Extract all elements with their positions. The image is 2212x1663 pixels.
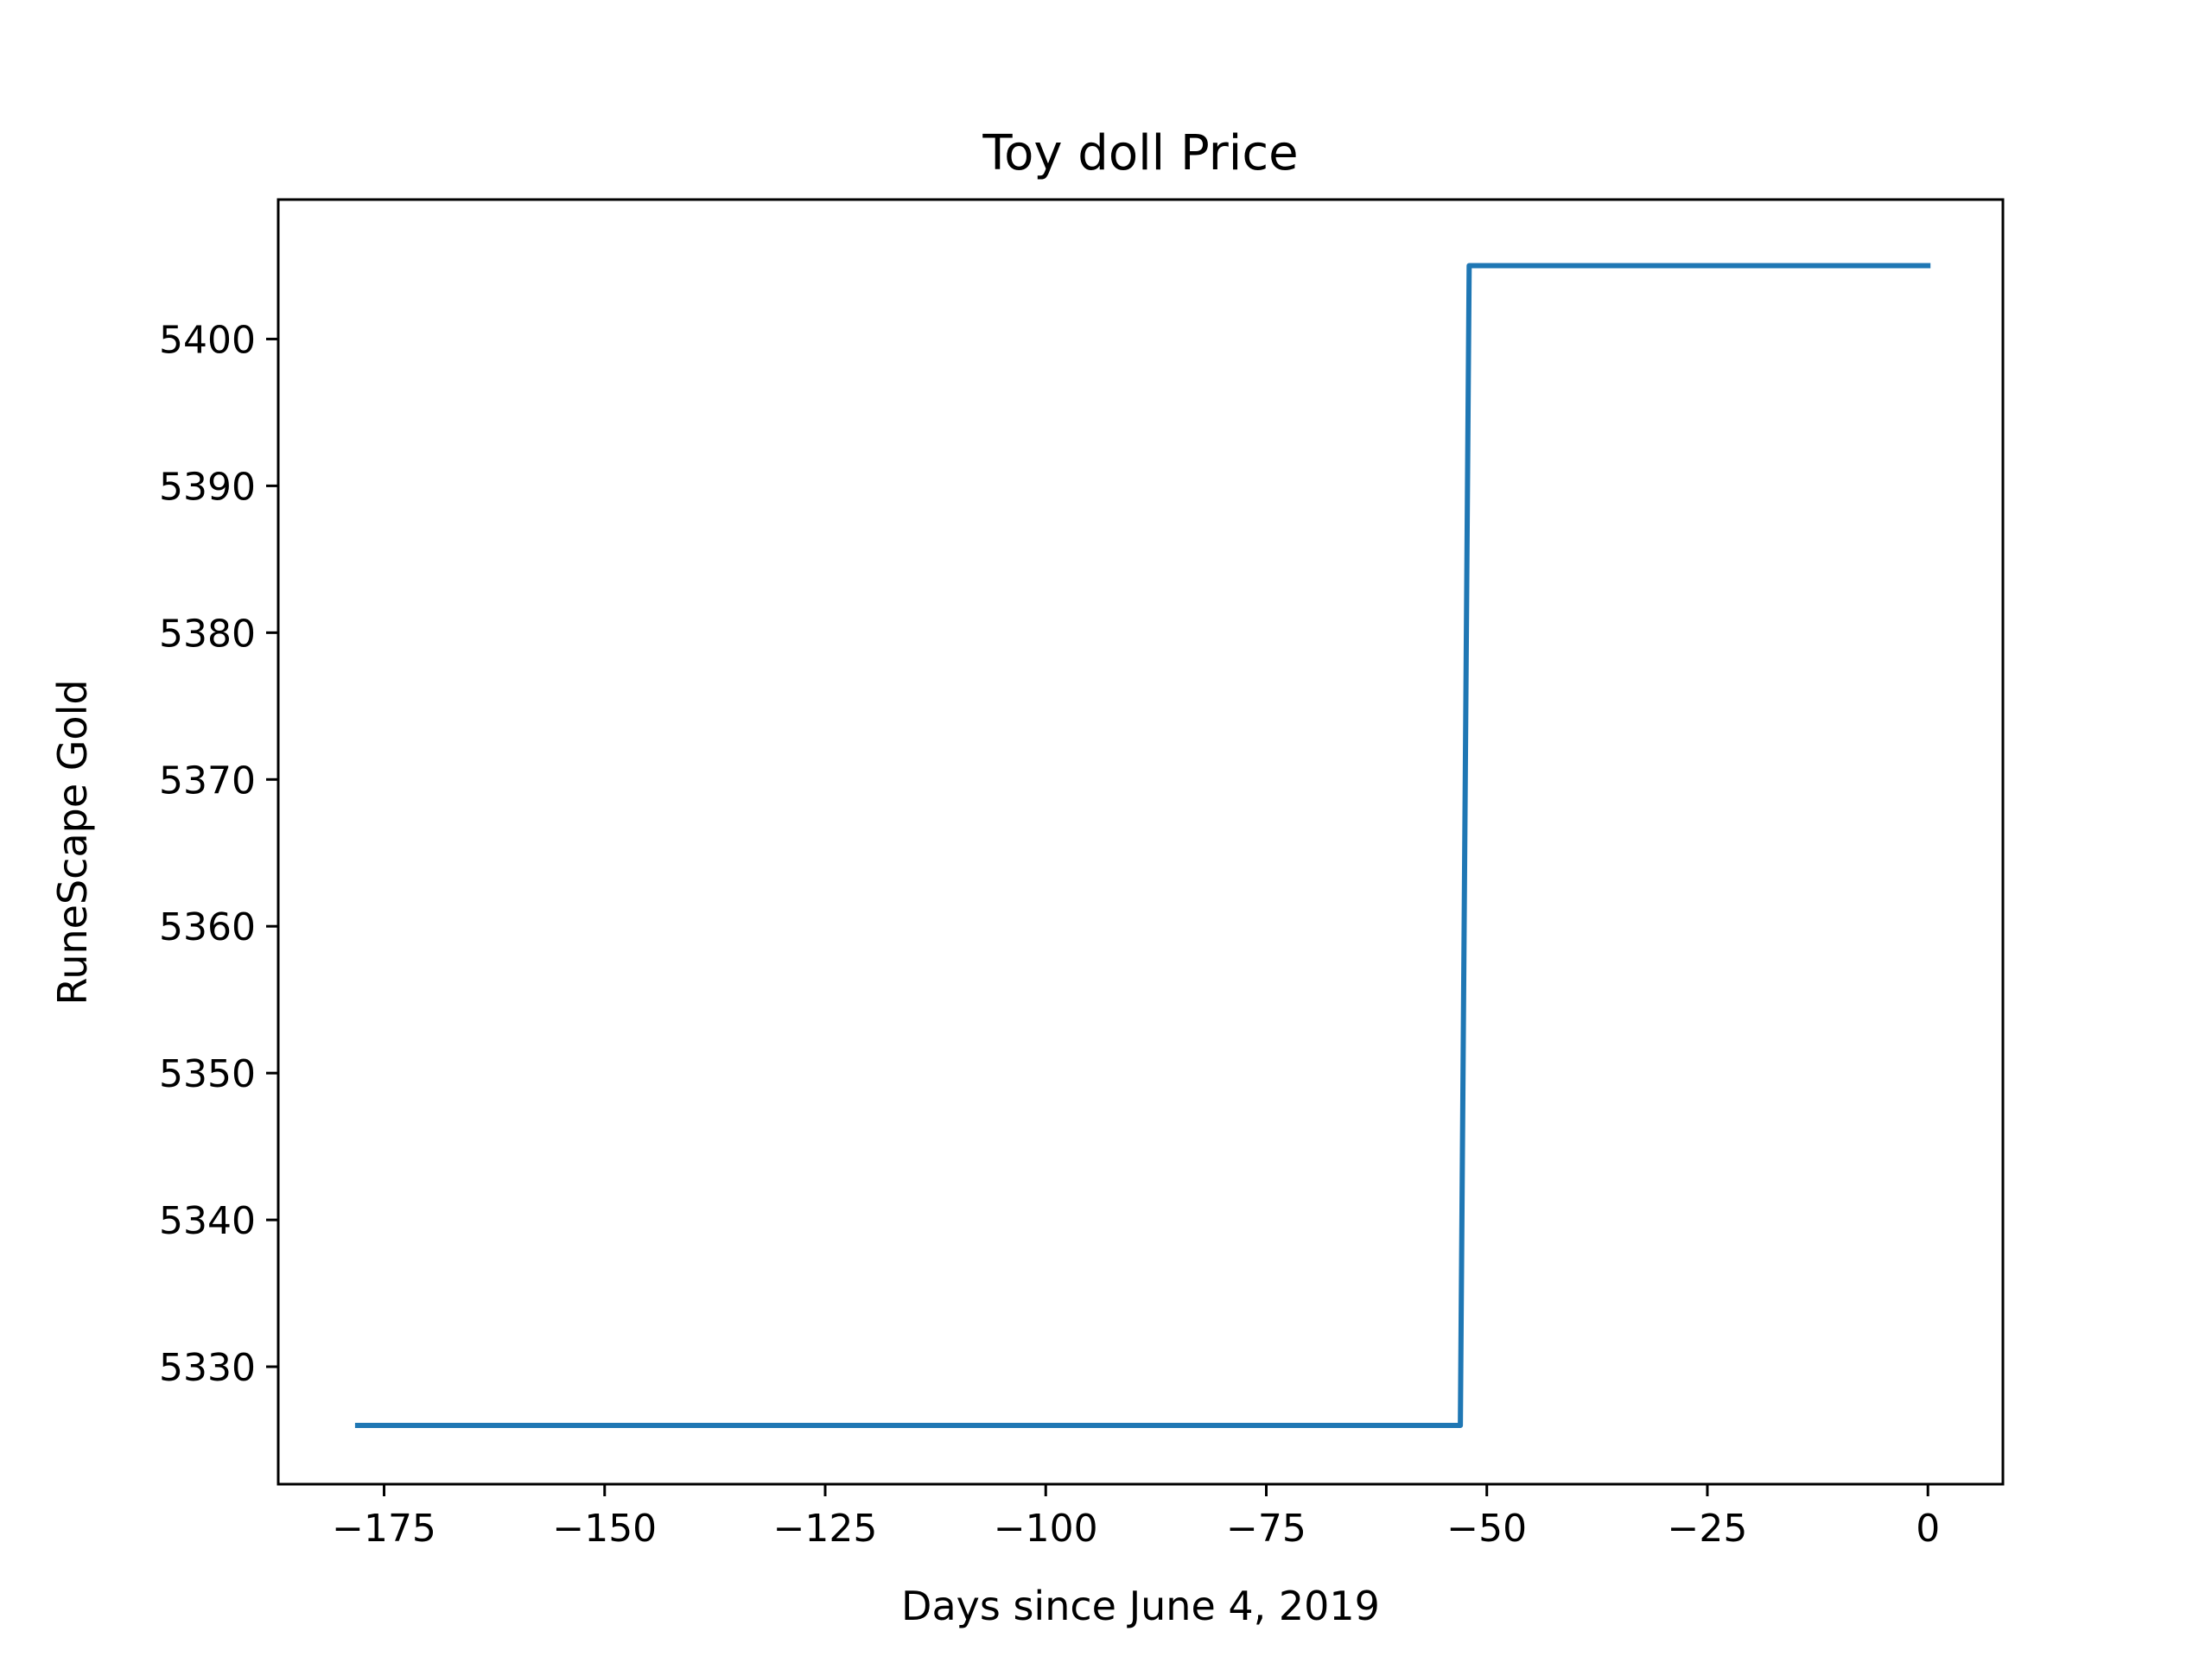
price-series-line (354, 263, 1931, 1428)
x-axis-ticks: −175 −150 −125 −100 −75 −50 −25 0 (332, 1484, 1940, 1551)
y-tick-label: 5340 (159, 1199, 256, 1243)
x-tick-label: −75 (1226, 1507, 1306, 1551)
x-tick-label: −50 (1446, 1507, 1527, 1551)
x-tick-label: −150 (552, 1507, 657, 1551)
y-tick-label: 5370 (159, 759, 256, 803)
y-tick-label: 5330 (159, 1346, 256, 1390)
chart-title: Toy doll Price (982, 125, 1298, 181)
x-tick-label: −25 (1668, 1507, 1748, 1551)
y-tick-label: 5400 (159, 318, 256, 362)
x-axis-label: Days since June 4, 2019 (901, 1583, 1380, 1629)
x-tick-label: −100 (994, 1507, 1098, 1551)
x-tick-label: −125 (773, 1507, 878, 1551)
y-axis-ticks: 5330 5340 5350 5360 5370 5380 5390 5400 (159, 318, 278, 1390)
y-tick-label: 5380 (159, 612, 256, 656)
x-tick-label: 0 (1916, 1507, 1940, 1551)
plot-area-frame (276, 198, 2005, 1486)
y-tick-label: 5390 (159, 465, 256, 509)
y-tick-label: 5350 (159, 1052, 256, 1096)
x-tick-label: −175 (332, 1507, 436, 1551)
series-layer (354, 263, 1931, 1428)
y-tick-label: 5360 (159, 905, 256, 949)
y-axis-label: RuneScape Gold (49, 679, 96, 1005)
